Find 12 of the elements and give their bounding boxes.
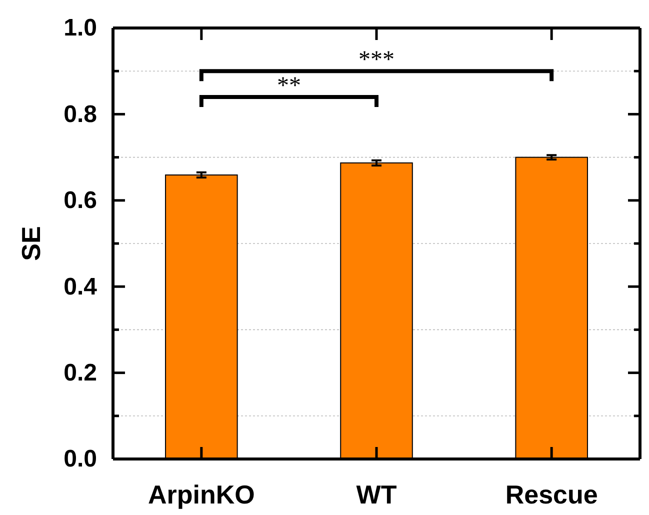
annotation: ** [276,72,301,99]
x-tick-label: WT [356,479,397,510]
y-tick-label: 0.8 [64,100,97,128]
y-tick-label: 0.2 [64,359,97,386]
y-axis-title: SE [16,226,46,261]
y-tick-label: 0.6 [64,187,97,214]
annotation: *** [358,47,394,74]
x-tick-label: ArpinKO [148,479,255,510]
y-tick-label: 1.0 [64,14,97,42]
x-tick-label: Rescue [505,479,598,510]
y-tick-label: 0.0 [64,446,97,473]
y-tick-label: 0.4 [64,273,98,300]
